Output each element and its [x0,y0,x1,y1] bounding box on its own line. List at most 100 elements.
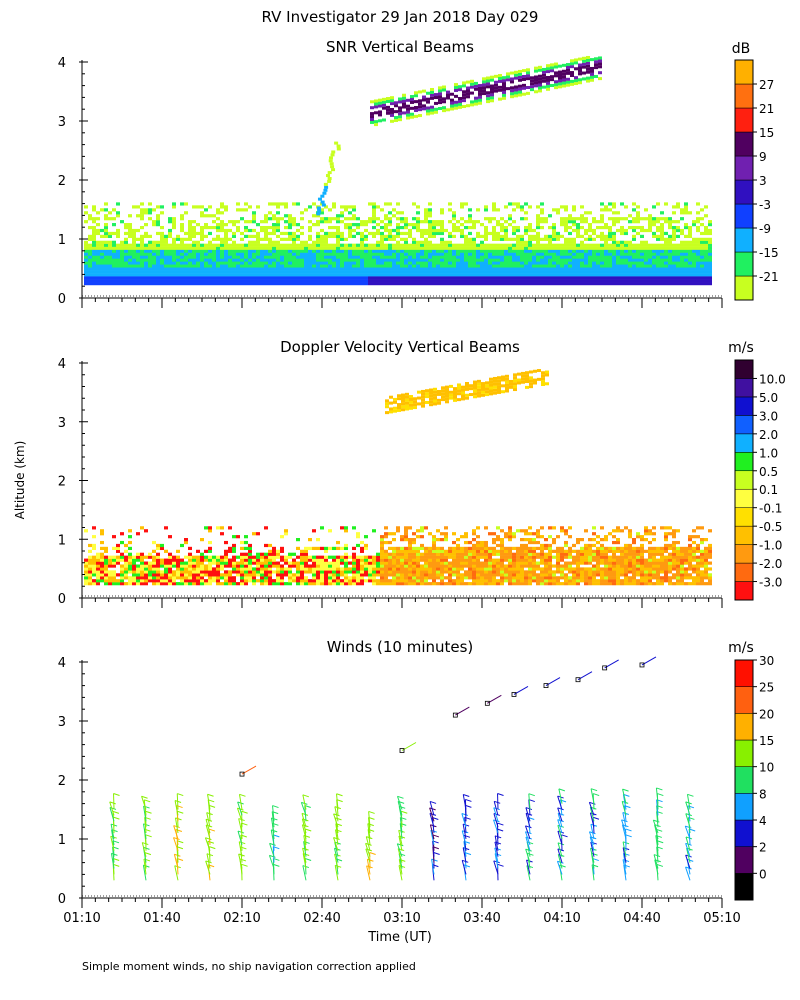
doppler-cell [496,564,500,568]
snr-cell [396,243,400,247]
snr-cell [236,243,240,247]
snr-cell [632,279,636,283]
doppler-cell [196,570,200,574]
snr-cell [488,217,492,221]
doppler-cell [432,546,436,551]
snr-cell [696,252,700,256]
snr-cell [132,273,136,277]
doppler-cell [160,576,164,580]
snr-cell [532,267,536,271]
snr-cell [434,107,438,111]
snr-cell [512,276,516,280]
snr-cell [512,249,516,253]
doppler-cell [448,555,452,559]
snr-cell [518,87,522,91]
doppler-cell [472,561,476,565]
snr-cell [332,267,336,271]
snr-cell [184,249,188,253]
doppler-cell [220,567,224,571]
snr-cell [452,264,456,268]
snr-cell [668,223,672,227]
snr-cell [292,243,296,247]
snr-cell [492,270,496,274]
snr-cell [436,228,440,233]
doppler-cell [160,546,164,551]
doppler-cell [140,526,144,530]
snr-cell [680,282,684,286]
snr-cell [320,237,324,241]
snr-cell [378,113,382,117]
doppler-cell [192,579,196,583]
snr-cell [676,261,680,265]
snr-cell [688,240,692,244]
doppler-cell [208,567,212,571]
snr-cell [292,249,296,253]
doppler-cell [420,567,424,571]
doppler-cell [308,579,312,583]
snr-cell [140,243,144,247]
snr-cell [284,237,288,241]
snr-cell [656,243,660,247]
snr-cell [184,202,188,206]
snr-cell [478,95,482,99]
snr-cell [496,276,500,280]
snr-cell [296,202,300,206]
snr-cell [448,208,452,212]
snr-cell [216,208,220,212]
snr-cell [480,273,484,277]
snr-cell [464,202,468,206]
snr-cell [256,276,260,280]
snr-cell [596,252,600,256]
snr-cell [600,276,604,280]
snr-cell [264,225,268,230]
snr-cell [276,223,280,227]
doppler-cell [380,573,384,577]
snr-cell [220,261,224,265]
snr-cell [352,223,356,227]
snr-cell [156,258,160,262]
snr-cell [512,237,516,241]
snr-cell [652,234,656,239]
snr-cell [680,264,684,268]
doppler-cell [180,558,184,562]
snr-cell [232,234,236,239]
doppler-cell [404,576,408,580]
snr-cell [224,205,228,209]
doppler-cell [380,546,384,551]
snr-cell [608,234,612,239]
snr-cell [288,223,292,227]
doppler-cell [228,570,232,574]
snr-cell [224,246,228,250]
snr-cell [516,225,520,230]
snr-cell [396,202,400,206]
snr-cell [364,282,368,286]
snr-cell [636,264,640,268]
snr-cell [192,255,196,259]
doppler-cell [140,564,144,568]
snr-cell [312,267,316,271]
doppler-cell [376,579,380,583]
snr-cell [476,231,480,236]
snr-cell [568,282,572,286]
snr-cell [382,100,386,104]
snr-cell [684,202,688,206]
snr-cell [588,246,592,250]
snr-cell [320,243,324,247]
snr-cell [428,225,432,230]
doppler-cell [376,573,380,577]
doppler-cell [432,567,436,571]
doppler-cell [168,535,172,539]
snr-cell [374,102,378,106]
snr-cell [312,246,316,250]
snr-cell [704,267,708,271]
snr-cell [312,276,316,280]
snr-cell [124,252,128,256]
snr-cell [308,276,312,280]
snr-cell [408,261,412,265]
snr-cell [323,182,328,186]
snr-cell [394,118,398,122]
snr-cell [570,62,574,66]
snr-cell [616,276,620,280]
snr-cell [442,88,446,92]
snr-cell [628,282,632,286]
